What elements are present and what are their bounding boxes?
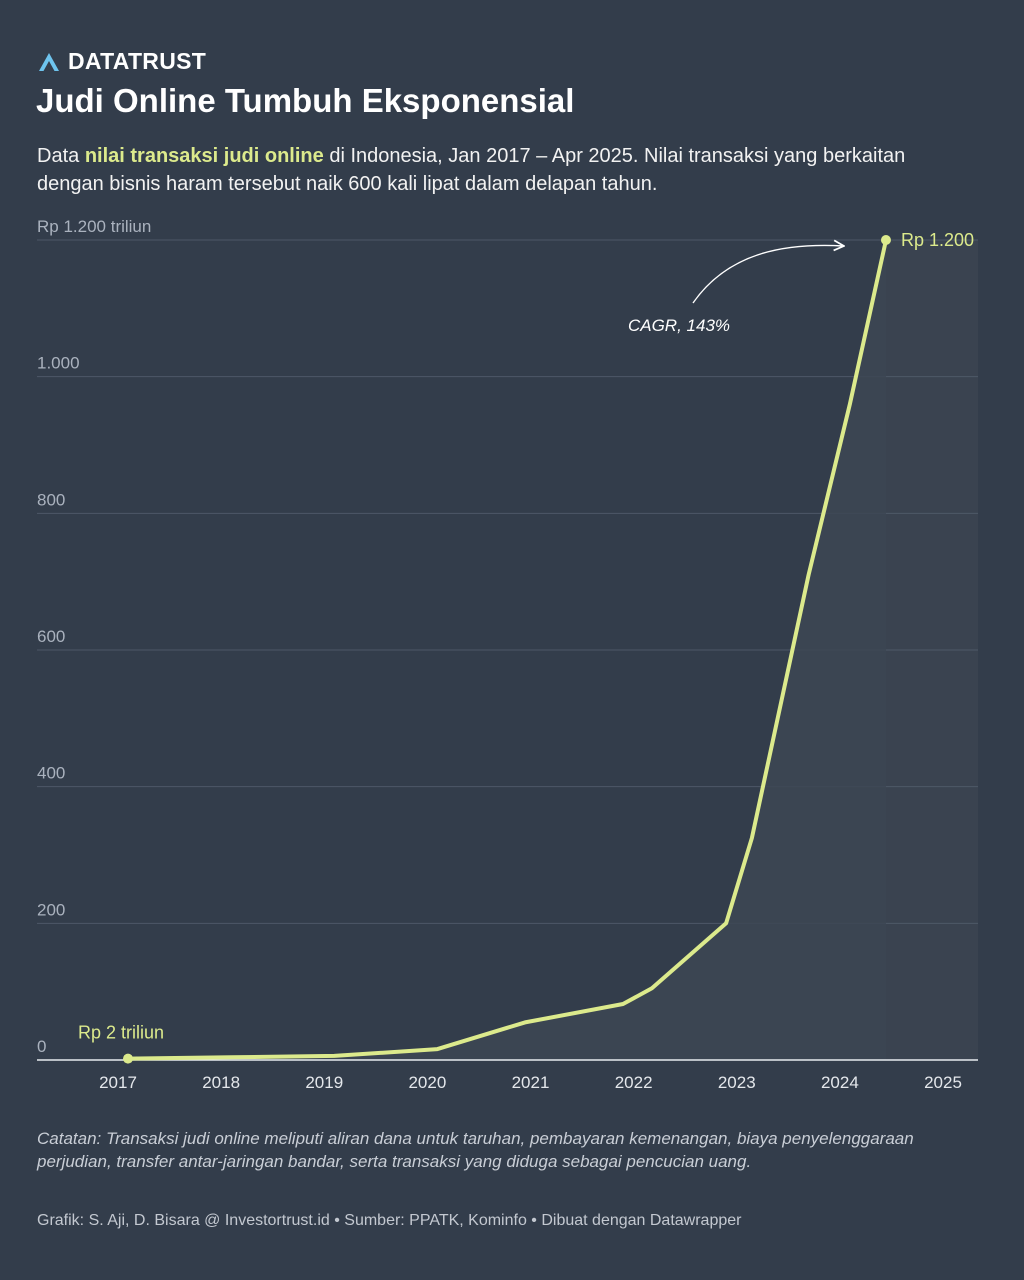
y-tick-label: 200 [37,900,65,919]
area-fill [128,240,886,1060]
x-tick-label: 2025 [924,1073,962,1092]
x-tick-label: 2021 [512,1073,550,1092]
y-tick-label: Rp 1.200 triliun [37,217,151,236]
subtitle-prefix: Data [37,145,85,167]
subtitle-highlight: nilai transaksi judi online [84,145,324,167]
cagr-annotation: CAGR, 143% [628,316,730,335]
chart-title: Judi Online Tumbuh Eksponensial [36,82,575,119]
datatrust-logo-icon [39,52,59,71]
x-tick-label: 2022 [615,1073,653,1092]
x-tick-label: 2017 [99,1073,137,1092]
x-axis: 2017 2018 2019 2020 2021 2022 2023 2024 2025 [99,1073,962,1092]
credits: Grafik: S. Aji, D. Bisara @ Investortrus… [37,1212,742,1229]
subtitle-suffix: di Indonesia, Jan 2017 – Apr 2025. Nilai… [37,145,906,195]
x-tick-label: 2019 [305,1073,343,1092]
y-tick-label: 800 [37,490,65,509]
x-tick-label: 2018 [202,1073,240,1092]
footnote: Catatan: Transaksi judi online meliputi … [37,1129,914,1171]
y-axis: 0 200 400 600 800 1.000 Rp 1.200 triliun [37,217,151,1056]
end-label: Rp 1.200 [901,230,974,250]
annotation-arrow [692,245,844,304]
y-tick-label: 400 [37,764,65,783]
start-label: Rp 2 triliun [78,1023,164,1043]
y-tick-label: 600 [37,627,65,646]
y-tick-label: 1.000 [37,354,80,373]
x-tick-label: 2024 [821,1073,859,1092]
x-tick-label: 2020 [408,1073,446,1092]
y-tick-label: 0 [37,1037,46,1056]
start-point [123,1053,133,1064]
brand-name: DATATRUST [68,48,207,74]
brand: DATATRUST [38,48,206,75]
end-point [880,235,891,245]
series-line [126,238,888,1061]
chart-subtitle: Data nilai transaksi judi online di Indo… [37,142,977,198]
x-tick-label: 2023 [718,1073,756,1092]
